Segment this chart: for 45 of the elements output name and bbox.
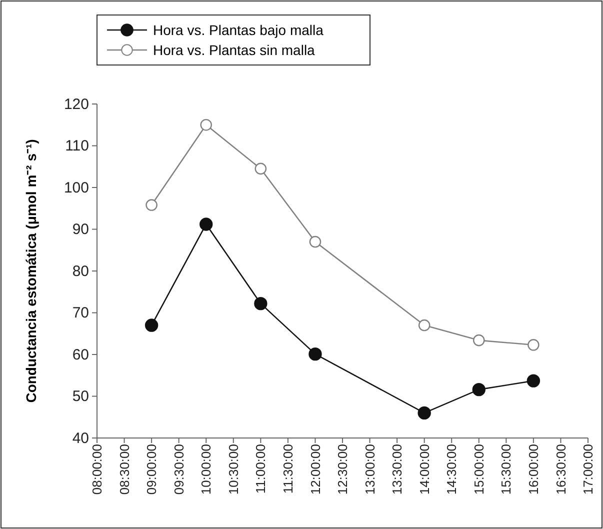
y-tick-label: 110 — [65, 138, 89, 155]
y-tick-label: 80 — [72, 262, 89, 280]
x-tick-label: 09:00:00 — [144, 444, 160, 495]
x-tick-label: 15:30:00 — [498, 444, 514, 495]
x-tick-label: 12:30:00 — [335, 444, 350, 495]
point — [308, 347, 322, 361]
point — [418, 406, 431, 420]
point — [144, 318, 158, 332]
point — [254, 162, 267, 175]
x-tick-label: 12:00:00 — [308, 444, 323, 495]
point — [200, 218, 213, 231]
point — [418, 319, 430, 332]
y-axis-title: Conductancia estomática (μmol m⁻² s⁻¹) — [23, 139, 39, 403]
x-tick-label: 10:30:00 — [226, 444, 241, 495]
x-tick-label: 11:30:00 — [280, 444, 296, 494]
point — [200, 118, 212, 131]
x-tick-label: 08:30:00 — [116, 444, 132, 495]
x-tick-label: 08:00:00 — [90, 444, 105, 495]
point — [146, 199, 158, 211]
y-tick-label: 90 — [72, 221, 89, 238]
point — [526, 374, 540, 388]
y-tick-label: 120 — [64, 96, 89, 113]
x-tick-label: 16:30:00 — [553, 444, 568, 495]
x-tick-label: 09:30:00 — [171, 444, 186, 495]
legend-label: Hora vs. Plantas bajo malla — [153, 22, 324, 38]
y-tick-label: 70 — [72, 304, 89, 322]
x-tick-label: 10:00:00 — [198, 444, 214, 495]
point — [254, 296, 268, 310]
y-tick-label: 40 — [72, 430, 89, 447]
x-tick-label: 13:00:00 — [362, 444, 378, 495]
point — [309, 236, 322, 248]
x-tick-label: 15:00:00 — [471, 444, 486, 495]
y-tick-label: 100 — [64, 179, 89, 196]
point — [472, 334, 485, 346]
x-tick-label: 13:30:00 — [390, 444, 405, 495]
x-tick-label: 14:00:00 — [416, 444, 432, 495]
x-tick-label: 17:00:00 — [580, 444, 596, 495]
point — [472, 382, 486, 396]
x-tick-label: 11:00:00 — [253, 444, 268, 494]
x-tick-label: 16:00:00 — [526, 444, 541, 495]
y-tick-label: 60 — [72, 346, 89, 364]
point — [528, 338, 540, 351]
x-tick-label: 14:30:00 — [444, 444, 460, 495]
y-tick-label: 50 — [72, 388, 89, 406]
legend-label: Hora vs. Plantas sin malla — [153, 42, 316, 58]
